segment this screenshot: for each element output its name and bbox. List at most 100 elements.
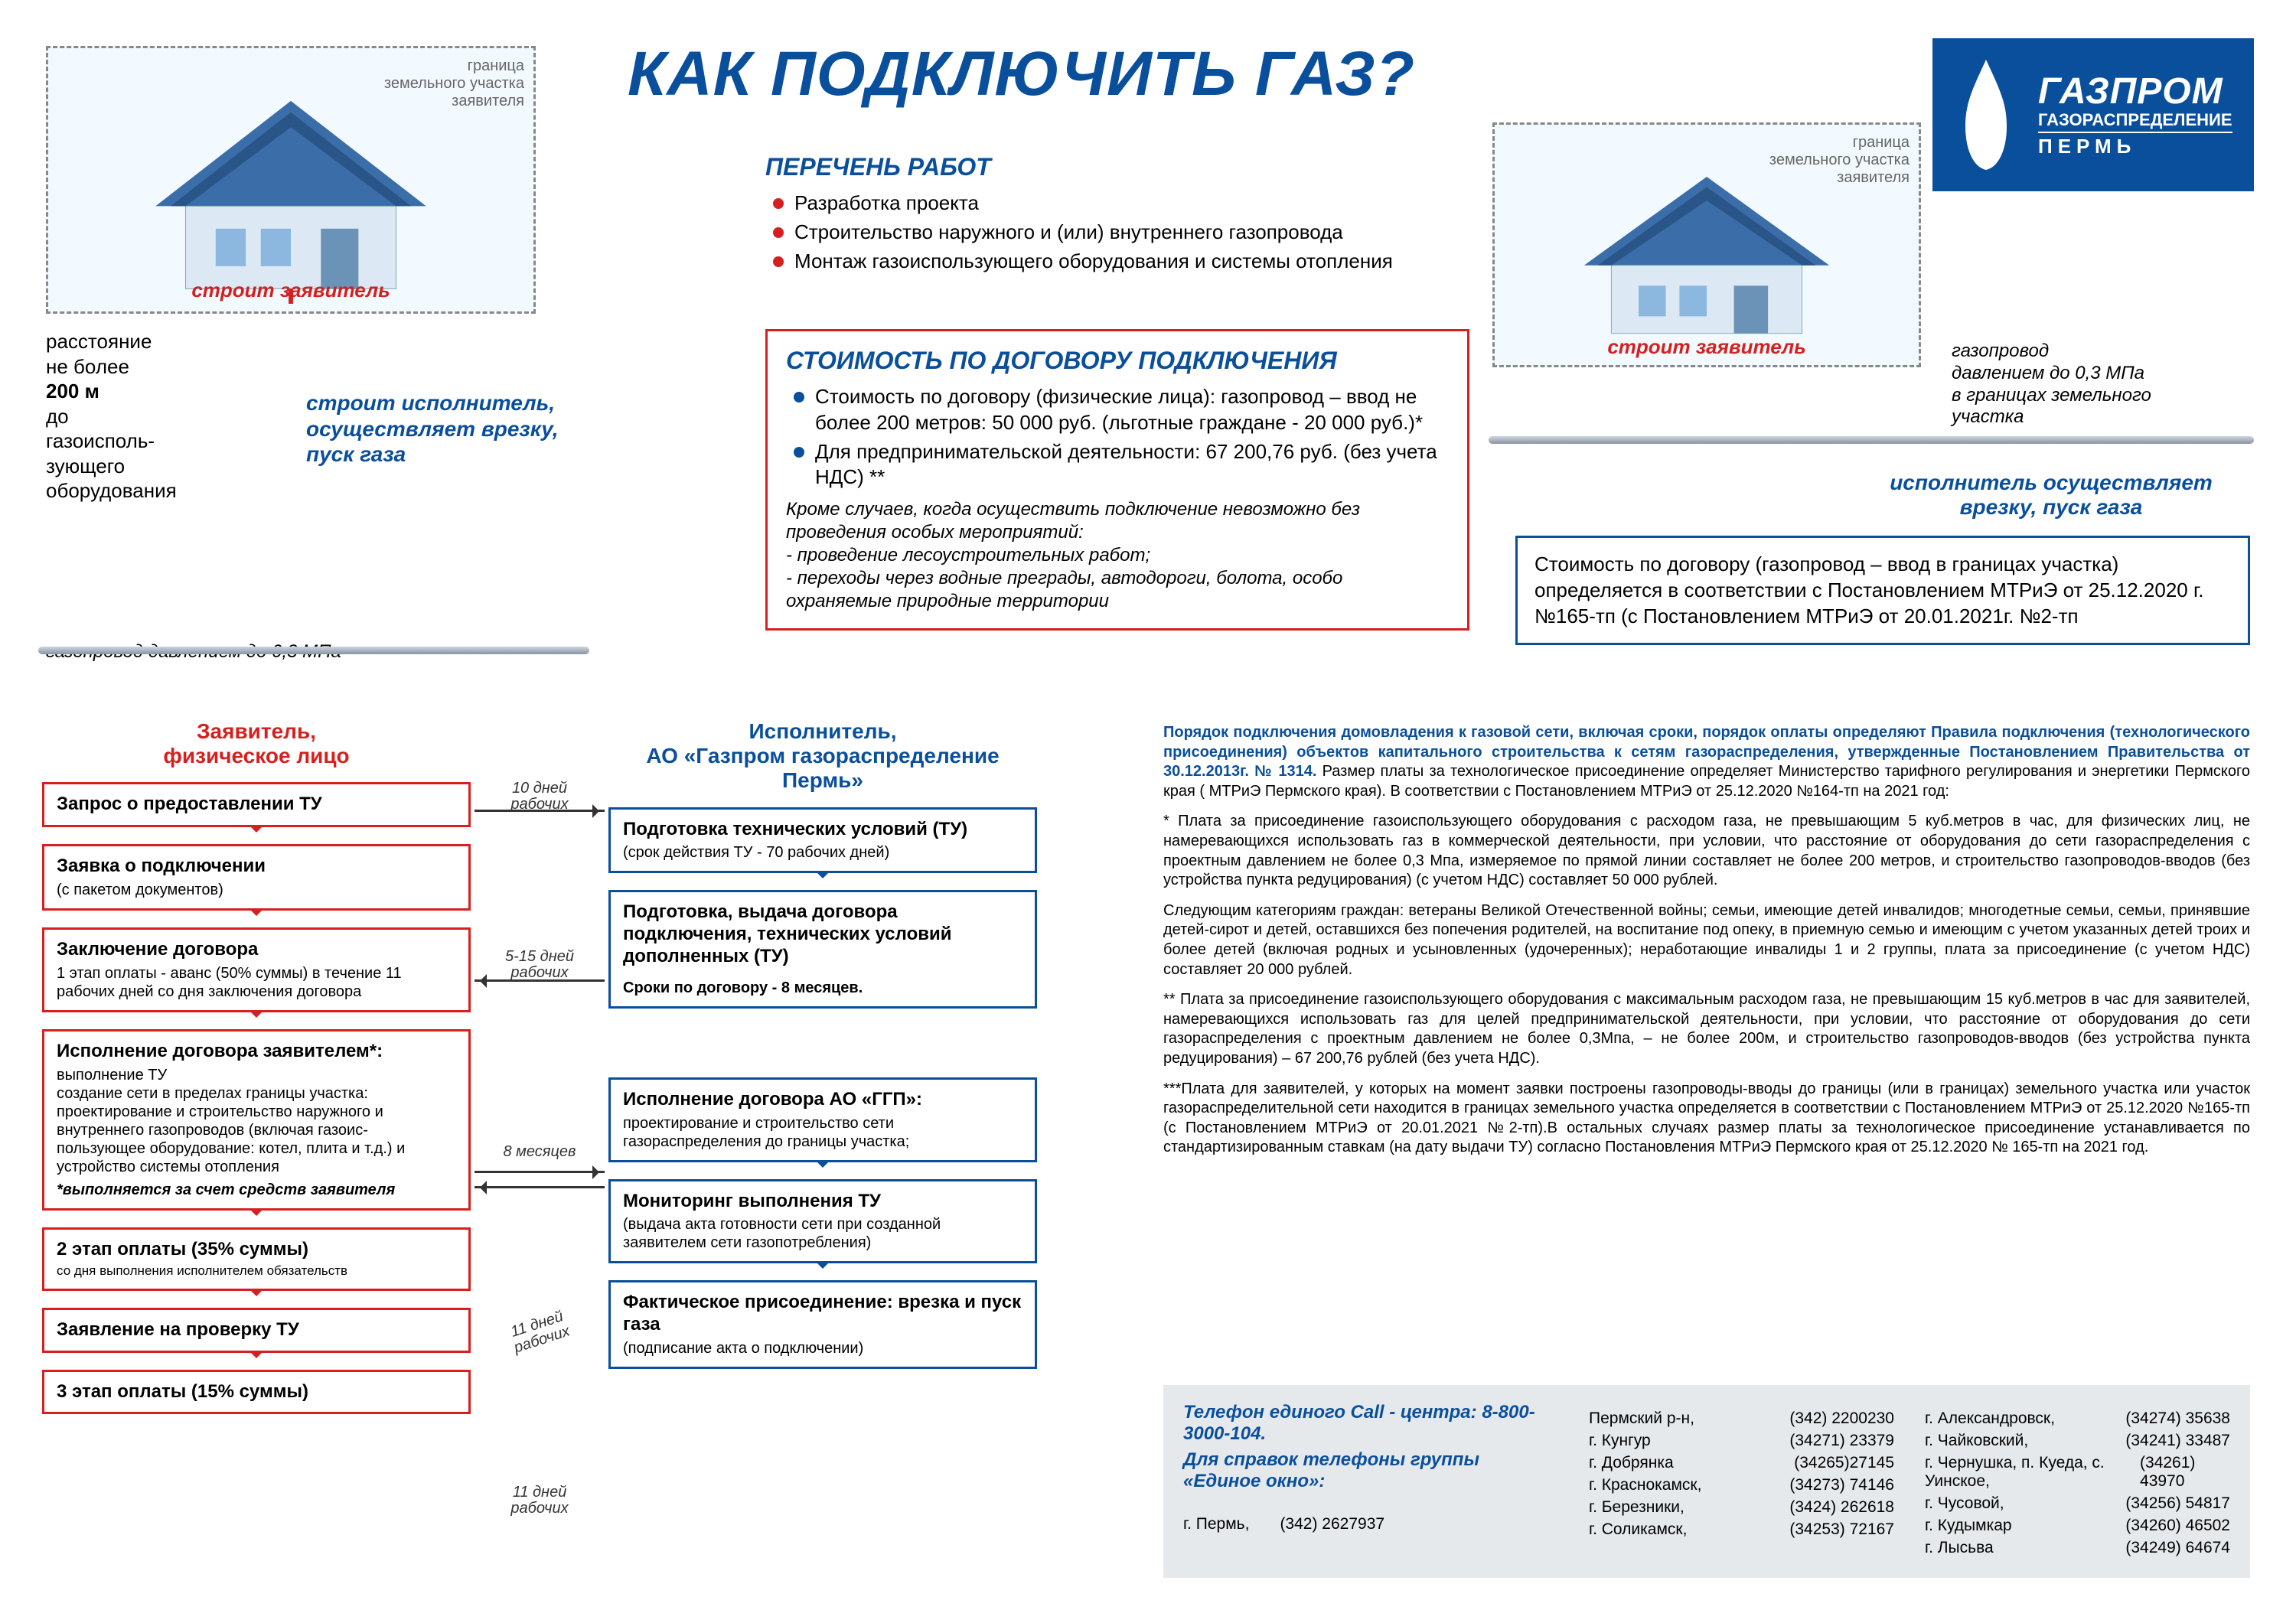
contact-city: г. Александровск, (1925, 1410, 2055, 1428)
house-diagram-right: граница земельного участка заявителя стр… (1492, 122, 1921, 367)
flow-box: Подготовка, выдача договора подключения,… (608, 890, 1037, 1008)
contact-city: г. Добрянка (1589, 1454, 1674, 1472)
legal-lead-tail: Размер платы за технологическое присоеди… (1163, 763, 2250, 800)
flow-box-title: Заключение договора (57, 939, 456, 961)
flow-box-title: Исполнение договора заявителем*: (57, 1041, 456, 1063)
flow-box: Исполнение договора заявителем*: выполне… (42, 1029, 471, 1211)
flow-arrow (475, 1171, 605, 1173)
executor-builds-label: строит исполнитель, осуществляет врезку,… (306, 390, 582, 468)
boundary-label: граница земельного участка заявителя (384, 57, 524, 110)
flow-box-sub: (подписание акта о подключении) (623, 1339, 1022, 1357)
flow-box: 2 этап оплаты (35% суммы) со дня выполне… (42, 1227, 471, 1291)
contact-phone: (342) 2200230 (1789, 1410, 1894, 1428)
arrow-label: 10 дней рабочих (494, 781, 585, 813)
contact-row: г. Чайковский, (34241) 33487 (1925, 1432, 2230, 1450)
cost-item: Стоимость по договору (физические лица):… (794, 384, 1449, 436)
page-title: КАК ПОДКЛЮЧИТЬ ГАЗ? (628, 38, 1415, 110)
boundary-label: граница земельного участка заявителя (1769, 134, 1910, 187)
flow-box: Фактическое присоединение: врезка и пуск… (608, 1280, 1037, 1369)
contact-phone: (34241) 33487 (2125, 1432, 2230, 1450)
flow-box-sub: (с пакетом документов) (57, 881, 456, 899)
flow-header-executor: Исполнитель, АО «Газпром газораспределен… (608, 719, 1037, 794)
flow-box-em: *выполняется за счет средств заявителя (57, 1181, 456, 1199)
logo-line3: ПЕРМЬ (2038, 132, 2232, 157)
right-cost-box: Стоимость по договору (газопровод – ввод… (1515, 536, 2250, 645)
flow-box-title: Запрос о предоставлении ТУ (57, 794, 456, 816)
legal-p4: ***Плата для заявителей, у которых на мо… (1163, 1080, 2250, 1158)
applicant-builds-label: строит заявитель (1607, 335, 1805, 359)
legal-text: Порядок подключения домовладения к газов… (1163, 723, 2250, 1168)
contact-row: г. Лысьва (34249) 64674 (1925, 1539, 2230, 1557)
flow-box: Заключение договора 1 этап оплаты - аван… (42, 927, 471, 1012)
contact-phone: (34253) 72167 (1789, 1520, 1894, 1539)
works-list: Разработка проекта Строительство наружно… (765, 191, 1469, 274)
contact-city: г. Березники, (1589, 1498, 1684, 1517)
flow-box-title: Подготовка, выдача договора подключения,… (623, 901, 1022, 967)
distance-note: расстояние не более 200 м до газоисполь-… (46, 329, 276, 504)
contact-row: г. Добрянка (34265)27145 (1589, 1454, 1894, 1472)
works-title: ПЕРЕЧЕНЬ РАБОТ (765, 153, 1469, 181)
works-item: Монтаж газоиспользующего оборудования и … (773, 249, 1469, 275)
help-label: Для справок телефоны группы «Единое окно… (1183, 1449, 1551, 1492)
contact-city: г. Чусовой, (1925, 1494, 2004, 1513)
works-item: Строительство наружного и (или) внутренн… (773, 220, 1469, 246)
flow-box-sub: проектирование и строительство сети газо… (623, 1114, 1022, 1151)
flow-box-title: 2 этап оплаты (35% суммы) (57, 1239, 456, 1261)
flow-arrow (475, 1186, 605, 1188)
flow-box-title: Фактическое присоединение: врезка и пуск… (623, 1292, 1022, 1336)
flow-box-title: Исполнение договора АО «ГГП»: (623, 1089, 1022, 1111)
contact-city: г. Чайковский, (1925, 1432, 2028, 1450)
lot-boundary-right: граница земельного участка заявителя стр… (1492, 122, 1921, 367)
flow-box-sub: (срок действия ТУ - 70 рабочих дней) (623, 843, 1022, 862)
contact-row: г. Александровск, (34274) 35638 (1925, 1410, 2230, 1428)
contact-phone: (3424) 262618 (1789, 1498, 1894, 1517)
contact-city: г. Кудымкар (1925, 1517, 2012, 1535)
contact-phone: (34249) 64674 (2125, 1539, 2230, 1557)
flow-box-title: Заявление на проверку ТУ (57, 1319, 456, 1341)
contact-city: г. Лысьва (1925, 1539, 1994, 1557)
cost-title: СТОИМОСТЬ ПО ДОГОВОРУ ПОДКЛЮЧЕНИЯ (786, 347, 1449, 375)
flow-box: Мониторинг выполнения ТУ (выдача акта го… (608, 1179, 1037, 1264)
works-item: Разработка проекта (773, 191, 1469, 217)
works-section: ПЕРЕЧЕНЬ РАБОТ Разработка проекта Строит… (765, 153, 1469, 277)
arrow-label: 8 месяцев (494, 1144, 585, 1160)
contact-row: Пермский р-н,(342) 2200230 (1589, 1410, 1894, 1428)
arrow-label: 11 дней рабочих (494, 1484, 585, 1517)
legal-p3: ** Плата за присоединение газоиспользующ… (1163, 990, 2250, 1068)
contact-city: г. Краснокамск, (1589, 1476, 1701, 1494)
flame-icon (1948, 54, 2024, 176)
contact-row: г. Чернушка, п. Куеда, с. Уинское,(34261… (1925, 1454, 2230, 1491)
cost-note: Кроме случаев, когда осуществить подключ… (786, 498, 1449, 613)
contact-phone: (34256) 54817 (2125, 1494, 2230, 1513)
contact-city: г. Соликамск, (1589, 1520, 1687, 1539)
logo: ГАЗПРОМ ГАЗОРАСПРЕДЕЛЕНИЕ ПЕРМЬ (1932, 38, 2254, 191)
pipe-line-left (38, 647, 589, 654)
flow-box: Исполнение договора АО «ГГП»: проектиров… (608, 1077, 1037, 1162)
callcenter-phone: Телефон единого Call - центра: 8-800-300… (1183, 1402, 1551, 1445)
flow-box-title: Мониторинг выполнения ТУ (623, 1191, 1022, 1213)
contact-row: г. Соликамск, (34253) 72167 (1589, 1520, 1894, 1539)
contact-row: г. Чусовой, (34256) 54817 (1925, 1494, 2230, 1513)
contact-city: г. Чернушка, п. Куеда, с. Уинское, (1925, 1454, 2140, 1491)
contact-phone: (34271) 23379 (1789, 1432, 1894, 1450)
flow-box-sub: Сроки по договору - 8 месяцев. (623, 979, 1022, 997)
flow-box-title: Подготовка технических условий (ТУ) (623, 819, 1022, 841)
pipe-note-right: газопровод давлением до 0,3 МПа в границ… (1952, 341, 2242, 429)
arrow-label: 5-15 дней рабочих (482, 949, 597, 981)
contact-city: г. Кунгур (1589, 1432, 1651, 1450)
cost-item: Для предпринимательской деятельности: 67… (794, 439, 1449, 491)
contacts-panel: Телефон единого Call - центра: 8-800-300… (1163, 1385, 2250, 1578)
flow-box: Заявление на проверку ТУ (42, 1308, 471, 1353)
main-phone: (342) 2627937 (1280, 1515, 1384, 1533)
cost-list: Стоимость по договору (физические лица):… (786, 384, 1449, 490)
cost-section: СТОИМОСТЬ ПО ДОГОВОРУ ПОДКЛЮЧЕНИЯ Стоимо… (765, 329, 1469, 631)
contact-row: г. Краснокамск,(34273) 74146 (1589, 1476, 1894, 1494)
lot-boundary-left: граница земельного участка заявителя стр… (46, 46, 536, 314)
contact-phone: (34265)27145 (1794, 1454, 1894, 1472)
applicant-builds-label: строит заявитель (191, 279, 390, 302)
contact-phone: (34261) 43970 (2140, 1454, 2230, 1491)
contact-phone: (34274) 35638 (2125, 1410, 2230, 1428)
flow-col-applicant: Заявитель, физическое лицо Запрос о пред… (42, 719, 471, 1431)
pipe-line-right (1489, 436, 2254, 444)
contacts-column: г. Александровск, (34274) 35638 г. Чайковс… (1925, 1410, 2230, 1561)
